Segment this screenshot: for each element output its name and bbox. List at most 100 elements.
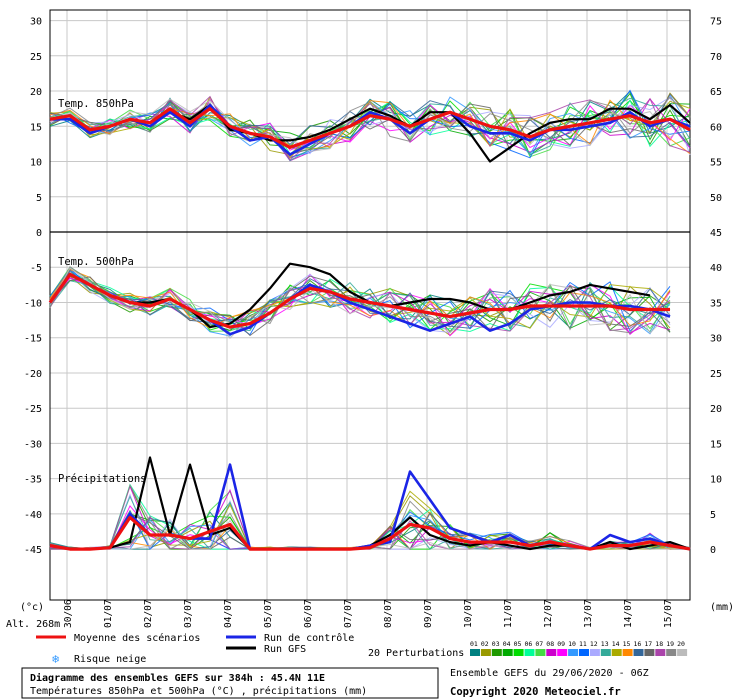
- right-tick-label-top: 50: [710, 193, 722, 204]
- perturbation-id: 05: [514, 640, 522, 648]
- x-date-label: 15/07: [663, 599, 674, 628]
- perturbation-swatch: [535, 649, 546, 656]
- left-tick-label: 20: [30, 87, 42, 98]
- x-date-label: 01/07: [103, 599, 114, 628]
- perturbation-id: 06: [525, 640, 533, 648]
- panel-label-precip: Précipitations: [58, 473, 147, 485]
- footer-box: [21, 667, 439, 699]
- perturbation-id: 16: [634, 640, 642, 648]
- x-date-label: 12/07: [543, 599, 554, 628]
- perturbation-id: 02: [481, 640, 489, 648]
- right-tick-label-bottom: 20: [710, 404, 722, 415]
- perturbation-line: [49, 95, 691, 161]
- perturbation-line: [49, 267, 671, 339]
- right-tick-label-top: 65: [710, 87, 722, 98]
- x-date-label: 10/07: [463, 599, 474, 628]
- perturbation-swatch: [611, 649, 622, 656]
- legend: Moyenne des scénarios Run de contrôle Ru…: [36, 632, 688, 666]
- footer-title: Diagramme des ensembles GEFS sur 384h : …: [30, 672, 325, 684]
- perturbation-swatch: [600, 649, 611, 656]
- left-tick-label: 5: [36, 193, 42, 204]
- altitude-label: Alt. 268m: [6, 619, 60, 630]
- perturbation-id: 17: [644, 640, 652, 648]
- x-date-label: 05/07: [263, 599, 274, 628]
- left-tick-label: -25: [24, 404, 42, 415]
- perturbation-id: 11: [579, 640, 587, 648]
- right-tick-label-bottom: 30: [710, 334, 722, 345]
- perturbation-id: 10: [568, 640, 576, 648]
- control-line-0: [50, 103, 691, 156]
- left-tick-label: 15: [30, 122, 42, 133]
- perturbation-id: 07: [535, 640, 543, 648]
- right-tick-label-top: 55: [710, 158, 722, 169]
- mean-line-2: [49, 515, 691, 551]
- perturbation-swatches: 01 02 03 04 05 06 07 08 09 10 11 12 13 14 15 16 17 18 19 20: [470, 640, 688, 656]
- left-tick-label: -20: [24, 369, 42, 380]
- labels-layer: 302520151050-5-10-15-20-25-30-35-40-4575…: [24, 17, 722, 628]
- perturbation-swatch: [546, 649, 557, 656]
- perturbation-line: [49, 97, 691, 162]
- left-unit-label: (°c): [20, 602, 44, 613]
- right-tick-label-bottom: 10: [710, 475, 722, 486]
- perturbation-swatch: [568, 649, 579, 656]
- ensemble-info: Ensemble GEFS du 29/06/2020 - 06Z: [450, 668, 649, 679]
- perturbation-swatch: [480, 649, 491, 656]
- panel-label-500: Temp. 500hPa: [58, 256, 134, 268]
- x-date-label: 03/07: [183, 599, 194, 628]
- left-tick-label: -30: [24, 439, 42, 450]
- right-tick-label-bottom: 25: [710, 369, 722, 380]
- left-tick-label: -5: [30, 263, 42, 274]
- perturbation-id: 18: [655, 640, 663, 648]
- snowflake-icon: ❄: [52, 652, 59, 666]
- x-date-label: 14/07: [623, 599, 634, 628]
- perturbation-id: 01: [470, 640, 478, 648]
- right-tick-label-bottom: 0: [710, 545, 716, 556]
- left-tick-label: -45: [24, 545, 42, 556]
- left-tick-label: 25: [30, 52, 42, 63]
- legend-control-label: Run de contrôle: [264, 632, 354, 644]
- right-tick-label-top: 60: [710, 122, 722, 133]
- perturbation-swatch: [470, 649, 480, 656]
- perturbation-id: 14: [612, 640, 620, 648]
- legend-gfs-label: Run GFS: [264, 644, 306, 655]
- perturbation-swatch: [666, 649, 677, 656]
- x-date-label: 04/07: [223, 599, 234, 628]
- perturbation-swatch: [655, 649, 666, 656]
- perturbation-swatch: [677, 649, 688, 656]
- right-tick-label-bottom: 40: [710, 263, 722, 274]
- perturbation-swatch: [579, 649, 589, 656]
- mean-line-0: [49, 107, 691, 149]
- perturbation-swatch: [502, 649, 513, 656]
- x-date-label: 07/07: [343, 599, 354, 628]
- perturbation-id: 19: [666, 640, 674, 648]
- series-layer: [48, 89, 691, 551]
- perturbation-swatch: [644, 649, 655, 656]
- mean-line-1: [48, 272, 670, 329]
- perturbation-id: 08: [546, 640, 554, 648]
- perturbation-line: [49, 504, 691, 550]
- perturbation-id: 20: [677, 640, 685, 648]
- perturbation-swatch: [524, 649, 535, 656]
- left-tick-label: -35: [24, 475, 42, 486]
- perturbation-id: 04: [503, 640, 511, 648]
- left-tick-label: 30: [30, 17, 42, 28]
- x-date-label: 06/07: [303, 599, 314, 628]
- perturbation-swatch: [633, 649, 644, 656]
- legend-mean-label: Moyenne des scénarios: [74, 632, 200, 644]
- perturbation-swatch: [513, 649, 524, 656]
- right-tick-label-bottom: 5: [710, 510, 716, 521]
- x-date-label: 13/07: [583, 599, 594, 628]
- x-date-label: 08/07: [383, 599, 394, 628]
- right-unit-label: (mm): [710, 602, 734, 613]
- left-tick-label: -40: [24, 510, 42, 521]
- perturbation-swatch: [589, 649, 600, 656]
- legend-snow-label: Risque neige: [74, 654, 146, 665]
- left-tick-label: -10: [24, 298, 42, 309]
- left-tick-label: -15: [24, 334, 42, 345]
- perturbation-id: 15: [623, 640, 631, 648]
- perturbation-id: 12: [590, 640, 598, 648]
- perturbation-swatch: [622, 649, 633, 656]
- left-tick-label: 10: [30, 158, 42, 169]
- x-date-label: 30/06: [63, 599, 74, 628]
